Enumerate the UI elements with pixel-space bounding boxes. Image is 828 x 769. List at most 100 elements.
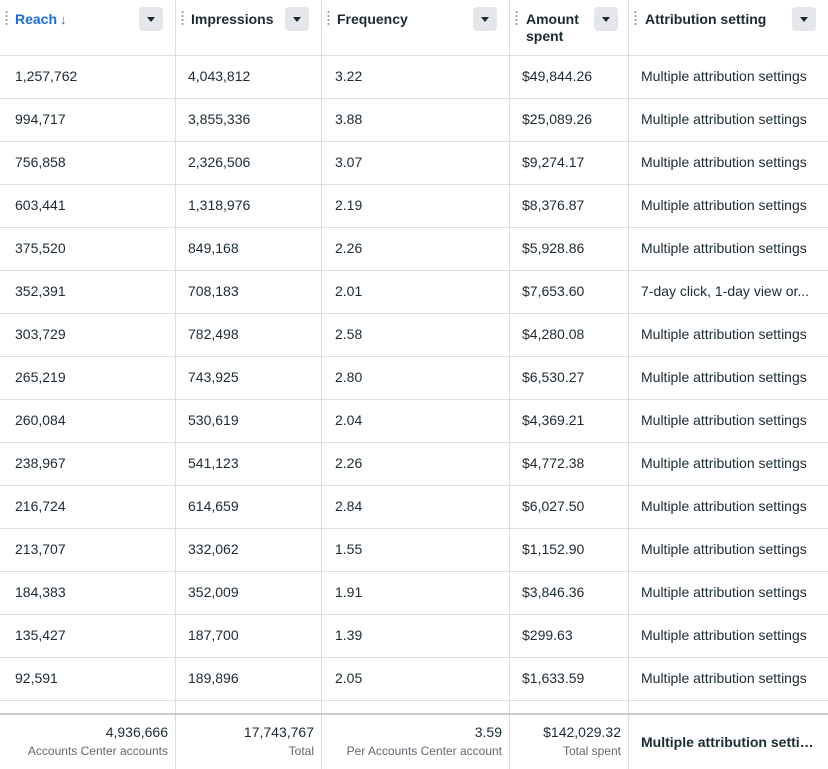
cell-value: 213,707 bbox=[15, 541, 66, 557]
amount-spent-cell: $5,928.86 bbox=[510, 228, 629, 270]
cell-value: $4,772.38 bbox=[522, 455, 585, 471]
cell-value: 1,318,976 bbox=[188, 197, 251, 213]
cell-value: $25,089.26 bbox=[522, 111, 593, 127]
drag-handle-icon[interactable] bbox=[515, 10, 518, 26]
column-header-label[interactable]: Impressions bbox=[191, 11, 274, 27]
attribution-cell: Multiple attribution settings bbox=[629, 443, 828, 485]
total-label: Total bbox=[288, 744, 314, 758]
frequency-cell: 3.22 bbox=[322, 56, 510, 98]
impressions-cell: 4,043,812 bbox=[176, 56, 322, 98]
total-amount-spent-cell: $142,029.32 Total spent bbox=[510, 715, 629, 769]
reach-cell: 260,084 bbox=[0, 400, 176, 442]
impressions-cell: 352,009 bbox=[176, 572, 322, 614]
cell-value: Multiple attribution settings bbox=[641, 369, 807, 385]
table-row[interactable]: 756,858 2,326,506 3.07 $9,274.17 Multiple at… bbox=[0, 142, 828, 185]
drag-handle-icon[interactable] bbox=[181, 10, 184, 26]
total-reach-cell: 4,936,666 Accounts Center accounts bbox=[0, 715, 176, 769]
cell-value: $4,369.21 bbox=[522, 412, 585, 428]
cell-value: $7,653.60 bbox=[522, 283, 585, 299]
column-header-impressions[interactable]: Impressions bbox=[176, 0, 322, 55]
attribution-cell: Multiple attribution settings bbox=[629, 572, 828, 614]
cell-value: 184,383 bbox=[15, 584, 66, 600]
column-header-attribution-setting[interactable]: Attribution setting bbox=[629, 0, 828, 55]
cell-value: 3.22 bbox=[335, 68, 363, 84]
table-row[interactable]: 260,084 530,619 2.04 $4,369.21 Multiple attr… bbox=[0, 400, 828, 443]
impressions-cell: 2,326,506 bbox=[176, 142, 322, 184]
cell-value: 2.58 bbox=[335, 326, 363, 342]
cell-value: 743,925 bbox=[188, 369, 239, 385]
drag-handle-icon[interactable] bbox=[5, 10, 8, 26]
cell-value: 2.05 bbox=[335, 670, 363, 686]
table-row[interactable]: 135,427 187,700 1.39 $299.63 Multiple attrib… bbox=[0, 615, 828, 658]
table-row[interactable]: 92,591 189,896 2.05 $1,633.59 Multiple attri… bbox=[0, 658, 828, 701]
drag-handle-icon[interactable] bbox=[327, 10, 330, 26]
impressions-cell: 332,062 bbox=[176, 529, 322, 571]
cell-value: 3.07 bbox=[335, 154, 363, 170]
frequency-cell: 3.88 bbox=[322, 99, 510, 141]
table-header: Reach ↓ Impressions Frequency Amount spen… bbox=[0, 0, 828, 56]
table-row[interactable]: 352,391 708,183 2.01 $7,653.60 7-day click, … bbox=[0, 271, 828, 314]
total-value: Multiple attribution settings bbox=[641, 734, 817, 750]
cell-value: 849,168 bbox=[188, 240, 239, 256]
cell-value: 3,855,336 bbox=[188, 111, 251, 127]
sort-descending-icon[interactable]: ↓ bbox=[60, 12, 67, 27]
cell-value: 135,427 bbox=[15, 627, 66, 643]
amount-spent-cell: $6,027.50 bbox=[510, 486, 629, 528]
reach-cell: 265,219 bbox=[0, 357, 176, 399]
table-row[interactable]: 216,724 614,659 2.84 $6,027.50 Multiple attr… bbox=[0, 486, 828, 529]
cell-value: $8,376.87 bbox=[522, 197, 585, 213]
table-row[interactable]: 994,717 3,855,336 3.88 $25,089.26 Multiple a… bbox=[0, 99, 828, 142]
column-dropdown-button[interactable] bbox=[139, 7, 163, 31]
column-header-frequency[interactable]: Frequency bbox=[322, 0, 510, 55]
column-dropdown-button[interactable] bbox=[792, 7, 816, 31]
frequency-cell: 2.19 bbox=[322, 185, 510, 227]
frequency-cell: 1.39 bbox=[322, 615, 510, 657]
cell-value: 2.01 bbox=[335, 283, 363, 299]
table-row[interactable]: 303,729 782,498 2.58 $4,280.08 Multiple attr… bbox=[0, 314, 828, 357]
column-header-amount-spent[interactable]: Amount spent bbox=[510, 0, 629, 55]
cell-value: 303,729 bbox=[15, 326, 66, 342]
cell-value: 352,391 bbox=[15, 283, 66, 299]
amount-spent-cell: $9,274.17 bbox=[510, 142, 629, 184]
impressions-cell: 187,700 bbox=[176, 615, 322, 657]
cell-value: $1,633.59 bbox=[522, 670, 585, 686]
frequency-cell: 2.05 bbox=[322, 658, 510, 700]
reach-cell: 135,427 bbox=[0, 615, 176, 657]
amount-spent-cell: $4,280.08 bbox=[510, 314, 629, 356]
cell-value: 756,858 bbox=[15, 154, 66, 170]
reach-cell: 1,257,762 bbox=[0, 56, 176, 98]
attribution-cell: 7-day click, 1-day view or... bbox=[629, 271, 828, 313]
table-row[interactable]: 213,707 332,062 1.55 $1,152.90 Multiple attr… bbox=[0, 529, 828, 572]
table-row[interactable]: 375,520 849,168 2.26 $5,928.86 Multiple attr… bbox=[0, 228, 828, 271]
amount-spent-cell: $4,369.21 bbox=[510, 400, 629, 442]
column-header-label[interactable]: Amount spent bbox=[526, 11, 579, 44]
frequency-cell: 3.07 bbox=[322, 142, 510, 184]
total-label: Total spent bbox=[562, 744, 621, 758]
column-header-reach[interactable]: Reach ↓ bbox=[0, 0, 176, 55]
table-row[interactable]: 1,257,762 4,043,812 3.22 $49,844.26 Multiple… bbox=[0, 56, 828, 99]
table-body: 1,257,762 4,043,812 3.22 $49,844.26 Multiple… bbox=[0, 56, 828, 744]
reach-cell: 603,441 bbox=[0, 185, 176, 227]
table-row[interactable]: 265,219 743,925 2.80 $6,530.27 Multiple attr… bbox=[0, 357, 828, 400]
table-row[interactable]: 238,967 541,123 2.26 $4,772.38 Multiple attr… bbox=[0, 443, 828, 486]
column-header-label[interactable]: Frequency bbox=[337, 11, 408, 27]
column-header-label[interactable]: Attribution setting bbox=[645, 11, 767, 27]
cell-value: 2.26 bbox=[335, 455, 363, 471]
table-row[interactable]: 603,441 1,318,976 2.19 $8,376.87 Multiple at… bbox=[0, 185, 828, 228]
column-header-label: Reach bbox=[15, 11, 58, 27]
attribution-cell: Multiple attribution settings bbox=[629, 56, 828, 98]
drag-handle-icon[interactable] bbox=[634, 10, 637, 26]
column-dropdown-button[interactable] bbox=[285, 7, 309, 31]
cell-value: 238,967 bbox=[15, 455, 66, 471]
amount-spent-cell: $1,152.90 bbox=[510, 529, 629, 571]
reach-cell: 213,707 bbox=[0, 529, 176, 571]
cell-value: 189,896 bbox=[188, 670, 239, 686]
reach-cell: 216,724 bbox=[0, 486, 176, 528]
cell-value: 187,700 bbox=[188, 627, 239, 643]
table-row[interactable]: 184,383 352,009 1.91 $3,846.36 Multiple attr… bbox=[0, 572, 828, 615]
cell-value: 265,219 bbox=[15, 369, 66, 385]
amount-spent-cell: $1,633.59 bbox=[510, 658, 629, 700]
column-dropdown-button[interactable] bbox=[594, 7, 618, 31]
column-dropdown-button[interactable] bbox=[473, 7, 497, 31]
